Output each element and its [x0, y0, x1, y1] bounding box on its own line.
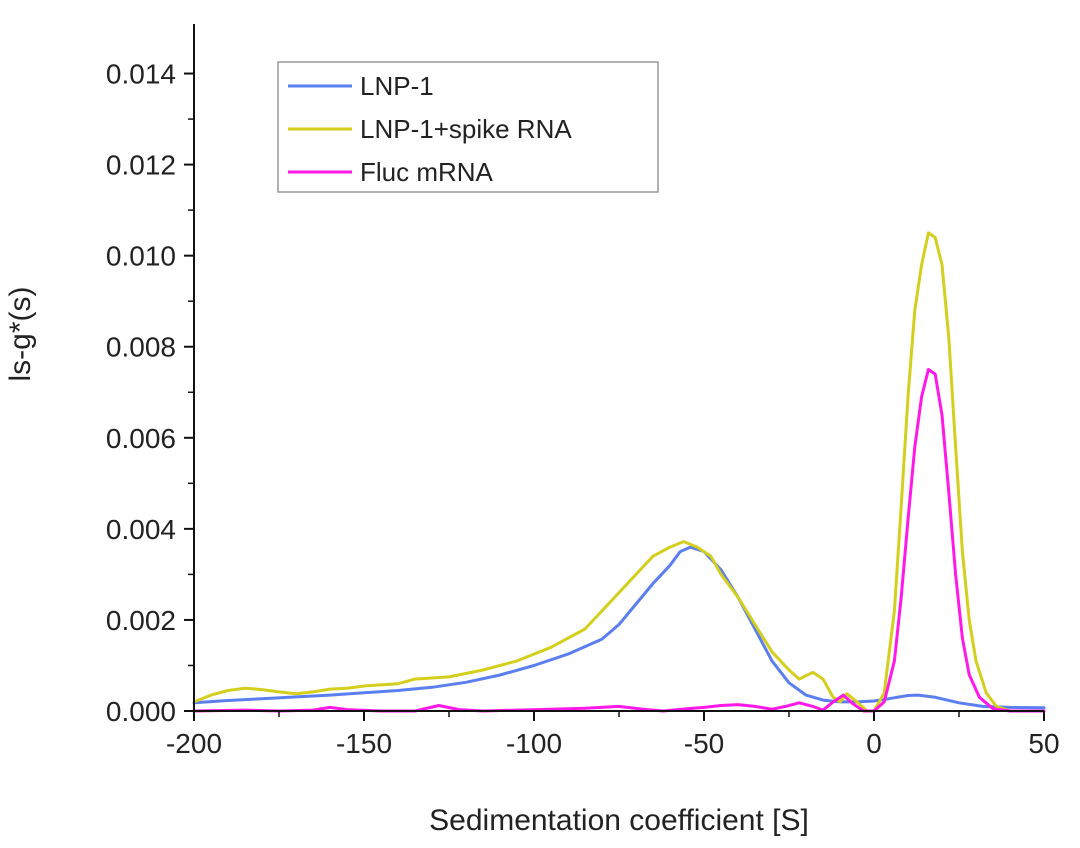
- legend-label-2: LNP-1+spike RNA: [360, 114, 572, 144]
- y-tick-label: 0.002: [106, 605, 176, 636]
- legend-items: LNP-1 LNP-1+spike RNA Fluc mRNA: [288, 71, 572, 187]
- y-tick-label: 0.012: [106, 150, 176, 181]
- series-line-2: [192, 231, 1012, 713]
- x-tick-label: -50: [684, 728, 724, 759]
- series-line-3: [192, 368, 1046, 713]
- legend: LNP-1 LNP-1+spike RNA Fluc mRNA: [277, 61, 659, 193]
- x-tick-label: -200: [166, 728, 222, 759]
- tick-labels: -200 -150 -100 -50 0 50 0.000 0.002 0.004 0.006 0.…: [106, 59, 1060, 759]
- x-tick-label: 0: [866, 728, 882, 759]
- legend-label-3: Fluc mRNA: [360, 157, 494, 187]
- axes: [184, 24, 1045, 721]
- series-layer: [192, 231, 1046, 713]
- y-tick-label: 0.014: [106, 59, 176, 90]
- x-tick-label: -100: [506, 728, 562, 759]
- y-tick-label: 0.006: [106, 423, 176, 454]
- x-tick-label: 50: [1028, 728, 1059, 759]
- legend-box: [277, 61, 659, 193]
- y-tick-label: 0.004: [106, 514, 176, 545]
- x-axis-title: Sedimentation coefficient [S]: [429, 804, 809, 837]
- x-tick-label: -150: [336, 728, 392, 759]
- y-tick-label: 0.010: [106, 241, 176, 272]
- legend-label-1: LNP-1: [360, 71, 434, 101]
- y-axis-title: ls-g*(s): [4, 287, 37, 382]
- y-tick-label: 0.000: [106, 696, 176, 727]
- y-tick-label: 0.008: [106, 332, 176, 363]
- series-line-1: [192, 545, 1046, 710]
